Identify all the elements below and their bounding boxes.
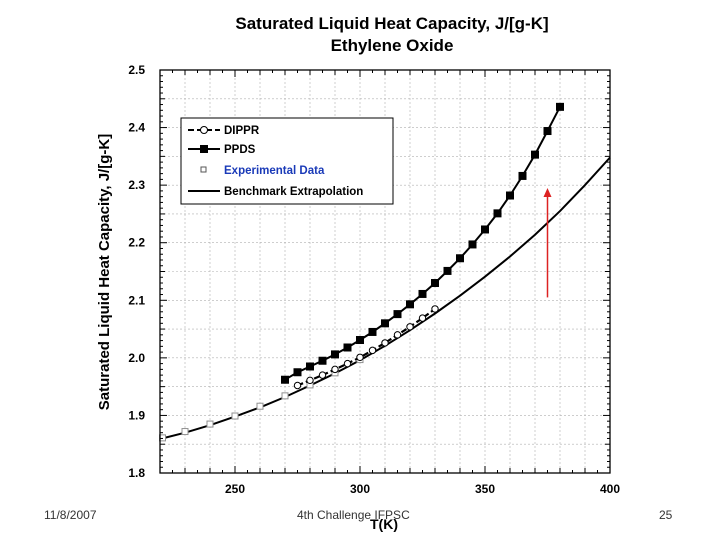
ppds-point bbox=[406, 300, 414, 309]
experimental-point bbox=[256, 402, 264, 410]
legend-samples bbox=[188, 126, 220, 192]
chart-subtitle: Ethylene Oxide bbox=[331, 36, 454, 55]
ppds-point bbox=[418, 289, 427, 298]
dippr-point bbox=[306, 376, 314, 385]
ppds-point bbox=[543, 127, 552, 136]
footer-page-number: 25 bbox=[659, 508, 673, 522]
legend-label-dippr: DIPPR bbox=[224, 125, 260, 137]
x-tick-label: 350 bbox=[475, 482, 495, 496]
dippr-point bbox=[318, 371, 327, 379]
ppds-point bbox=[356, 336, 364, 345]
ppds-point bbox=[368, 327, 377, 336]
y-tick-labels: 1.8 1.9 2.0 2.1 2.2 2.3 2.4 2.5 bbox=[128, 63, 145, 480]
series-layer bbox=[159, 102, 611, 442]
dippr-point bbox=[368, 346, 377, 355]
dippr-point bbox=[356, 353, 364, 361]
x-tick-label: 300 bbox=[350, 482, 370, 496]
ppds-point bbox=[281, 375, 289, 384]
ppds-point bbox=[481, 225, 489, 234]
dippr-point bbox=[431, 305, 439, 313]
ppds-point bbox=[468, 240, 477, 249]
x-tick-label: 250 bbox=[225, 482, 245, 496]
x-axis-title: T(K) bbox=[370, 516, 398, 532]
experimental-point bbox=[181, 428, 189, 436]
ppds-point bbox=[506, 191, 514, 200]
legend-marker-ppds bbox=[200, 145, 208, 153]
y-axis-title: Saturated Liquid Heat Capacity, J/[g-K] bbox=[96, 134, 113, 410]
y-tick-label: 2.1 bbox=[128, 293, 145, 307]
y-tick-label: 2.2 bbox=[128, 236, 145, 250]
ppds-point bbox=[456, 254, 464, 263]
ppds-point bbox=[331, 350, 339, 359]
y-tick-label: 1.8 bbox=[128, 466, 145, 480]
dippr-point bbox=[393, 331, 402, 339]
dippr-point bbox=[406, 323, 414, 331]
legend-label-experimental: Experimental Data bbox=[224, 165, 325, 177]
y-tick-label: 2.4 bbox=[128, 121, 145, 135]
ppds-point bbox=[431, 279, 439, 288]
axis-ticks bbox=[159, 69, 611, 474]
ppds-point bbox=[343, 343, 352, 352]
legend-label-benchmark: Benchmark Extrapolation bbox=[224, 186, 363, 198]
y-tick-label: 2.3 bbox=[128, 178, 145, 192]
experimental-point bbox=[231, 412, 239, 420]
ppds-point bbox=[293, 368, 302, 377]
legend-marker-experimental bbox=[200, 166, 207, 173]
legend-marker-dippr bbox=[200, 126, 208, 134]
ppds-point bbox=[493, 209, 502, 218]
y-tick-label: 2.5 bbox=[128, 63, 145, 77]
dippr-point bbox=[293, 381, 302, 390]
footer-event: 4th Challenge IFPSC bbox=[297, 508, 410, 522]
ppds-point bbox=[443, 266, 452, 275]
experimental-point bbox=[206, 420, 214, 428]
legend-label-ppds: PPDS bbox=[224, 144, 256, 156]
dippr-point bbox=[343, 359, 352, 368]
ppds-point bbox=[306, 362, 314, 371]
ppds-point bbox=[518, 171, 527, 180]
ppds-point bbox=[556, 102, 564, 111]
dippr-point bbox=[331, 365, 339, 374]
legend: DIPPR PPDS Experimental Data Benchmark E… bbox=[180, 117, 394, 205]
dippr-point bbox=[381, 339, 389, 347]
ppds-point bbox=[531, 150, 539, 159]
experimental-point bbox=[281, 392, 289, 400]
y-tick-label: 1.9 bbox=[128, 408, 145, 422]
arrow-head bbox=[543, 188, 552, 198]
footer-date: 11/8/2007 bbox=[44, 508, 97, 522]
legend-box bbox=[180, 117, 394, 205]
chart-title: Saturated Liquid Heat Capacity, J/[g-K] bbox=[235, 14, 548, 33]
ppds-point bbox=[381, 319, 389, 328]
ppds-point bbox=[393, 310, 402, 319]
dippr-point bbox=[418, 314, 427, 322]
ppds-point bbox=[318, 356, 327, 365]
annotation-layer bbox=[543, 188, 552, 298]
y-tick-label: 2.0 bbox=[128, 351, 145, 365]
x-tick-label: 400 bbox=[600, 482, 620, 496]
x-tick-labels: 250 300 350 400 bbox=[225, 482, 620, 496]
